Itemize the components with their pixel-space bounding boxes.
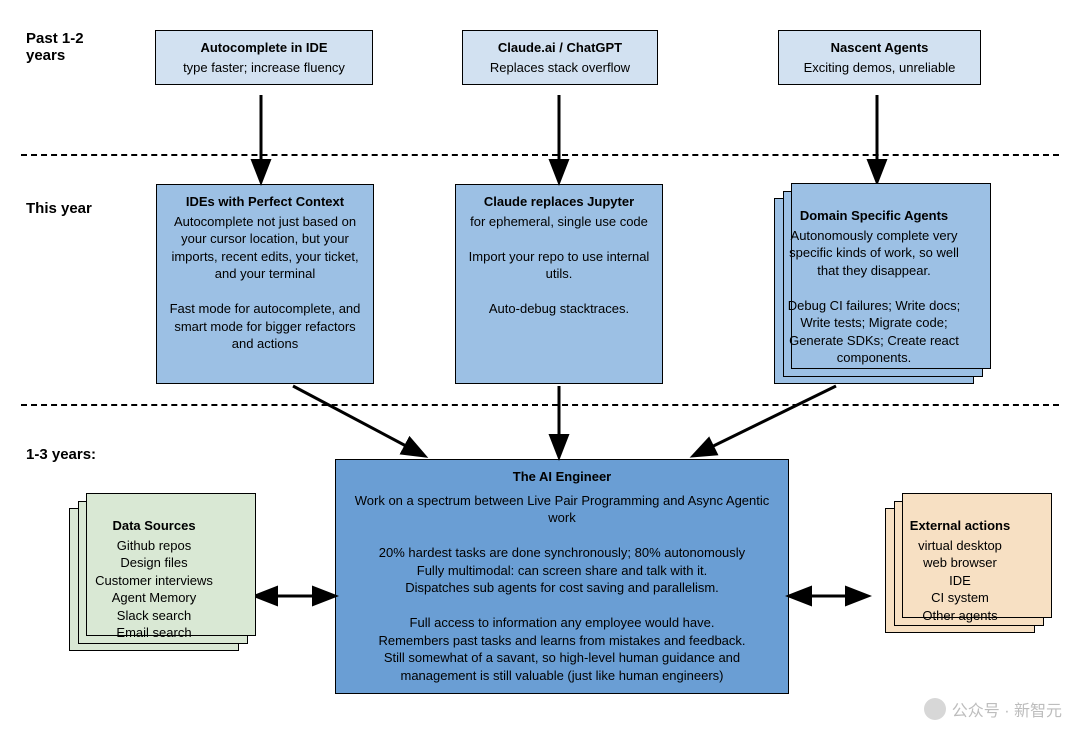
watermark: 公众号 · 新智元	[924, 697, 1062, 721]
divider-1	[21, 154, 1059, 156]
box-body: Autocomplete not just based on your curs…	[170, 214, 361, 352]
watermark-text: 公众号 · 新智元	[952, 697, 1062, 721]
box-autocomplete-ide: Autocomplete in IDE type faster; increas…	[155, 30, 373, 85]
box-body: virtual desktop web browser IDE CI syste…	[918, 538, 1002, 623]
box-body: Github repos Design files Customer inter…	[95, 538, 213, 641]
box-body: Work on a spectrum between Live Pair Pro…	[346, 492, 778, 685]
box-title: Claude replaces Jupyter	[466, 193, 652, 211]
box-title: Domain Specific Agents	[785, 207, 963, 225]
label-future: 1-3 years:	[26, 446, 96, 463]
box-nascent-agents: Nascent Agents Exciting demos, unreliabl…	[778, 30, 981, 85]
box-body: for ephemeral, single use code Import yo…	[469, 214, 650, 317]
box-body: Replaces stack overflow	[490, 60, 630, 75]
box-body: type faster; increase fluency	[183, 60, 345, 75]
box-ides-perfect-context: IDEs with Perfect Context Autocomplete n…	[156, 184, 374, 384]
box-title: External actions	[896, 517, 1024, 535]
box-claude-jupyter: Claude replaces Jupyter for ephemeral, s…	[455, 184, 663, 384]
box-title: Data Sources	[80, 517, 228, 535]
box-claude-chatgpt: Claude.ai / ChatGPT Replaces stack overf…	[462, 30, 658, 85]
box-domain-agents: Domain Specific Agents Autonomously comp…	[774, 198, 974, 384]
box-title: Nascent Agents	[789, 39, 970, 57]
box-data-sources: Data Sources Github repos Design files C…	[69, 508, 239, 651]
box-title: IDEs with Perfect Context	[167, 193, 363, 211]
label-past: Past 1-2 years	[26, 30, 121, 64]
label-this-year: This year	[26, 200, 92, 217]
box-ai-engineer: The AI Engineer Work on a spectrum betwe…	[335, 459, 789, 694]
box-body: Exciting demos, unreliable	[804, 60, 956, 75]
box-body: Autonomously complete very specific kind…	[788, 228, 960, 366]
divider-2	[21, 404, 1059, 406]
box-title: The AI Engineer	[346, 468, 778, 486]
wechat-icon	[924, 698, 946, 720]
box-title: Autocomplete in IDE	[166, 39, 362, 57]
box-external-actions: External actions virtual desktop web bro…	[885, 508, 1035, 633]
box-title: Claude.ai / ChatGPT	[473, 39, 647, 57]
